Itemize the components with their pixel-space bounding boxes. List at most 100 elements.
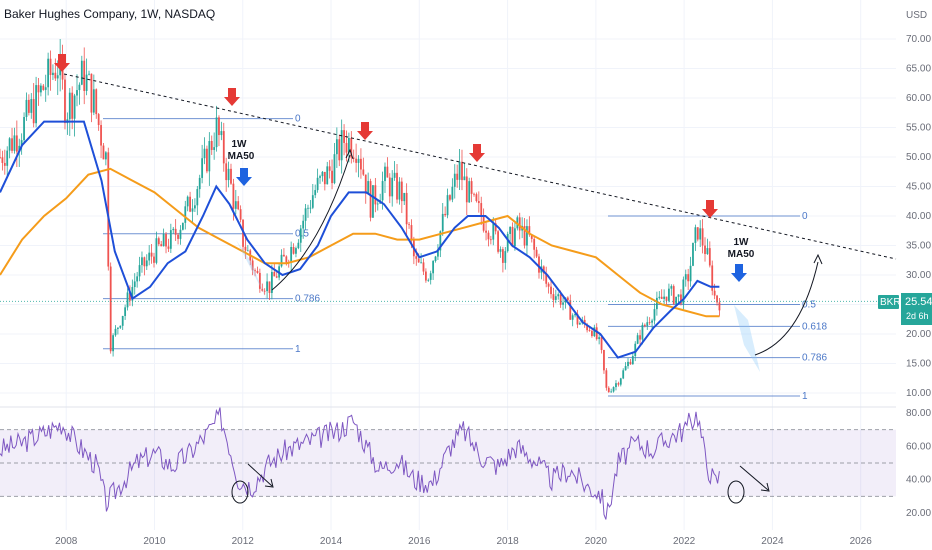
price-candle [254,270,256,272]
price-candle [25,99,28,118]
price-candle [222,131,225,164]
price-candle [270,271,273,293]
price-candle [203,148,206,159]
price-candle [362,169,365,175]
fib-level-label: 0 [802,211,808,222]
price-candle [369,181,372,218]
price-candle [437,250,439,257]
price-candle [225,163,228,181]
price-candle [713,290,716,296]
price-candle [506,233,509,252]
price-candle [184,206,187,223]
price-candle [393,172,396,178]
price-candle [13,135,16,151]
price-candle [302,220,305,229]
price-badge[interactable]: 25.54 2d 6h [901,293,932,325]
price-candle [157,238,160,245]
price-candle [694,227,697,243]
price-candle [576,313,579,325]
grid-layer [0,0,896,530]
price-candle [468,181,471,203]
time-axis[interactable]: 2008 2010 2012 2014 2016 2018 2020 2022 2024 2026 [55,536,872,547]
price-candle [95,89,98,115]
price-candle [663,296,666,299]
price-candle [434,256,437,262]
price-candle [636,335,639,344]
price-candle [102,145,105,160]
price-candle [403,192,406,202]
rsi-tick-label: 60.00 [906,441,931,452]
price-candle [138,265,141,277]
rsi-tick-label: 20.00 [906,508,931,519]
price-tick-label: 45.00 [906,182,931,193]
rsi-circle-marker [727,480,745,504]
price-candle [511,226,514,246]
price-candle [331,170,333,184]
price-candle [449,195,451,200]
blue-down-arrow-icon [236,168,252,186]
price-candle [234,201,237,209]
projection-wedge [734,305,760,372]
red-down-arrow-icon [357,122,373,140]
price-candle [145,260,148,267]
price-candle [593,327,596,337]
price-candle [85,74,88,91]
price-candle [692,242,694,266]
price-candle [20,140,23,146]
symbol-badge[interactable]: BKR [878,295,901,309]
price-candle [97,114,100,126]
price-candle [345,142,348,153]
price-candle [629,361,632,365]
price-candle [167,246,170,249]
price-candle [83,60,86,91]
price-candle [172,228,175,231]
rsi-tick-label: 80.00 [906,408,931,419]
price-candle [456,173,459,180]
price-tick-label: 35.00 [906,241,931,252]
symbol-badge-label: BKR [880,297,901,308]
price-candle [133,281,136,288]
price-candle [699,228,702,240]
price-candle [641,324,644,340]
price-candle [651,320,653,323]
price-candle [218,117,220,136]
price-candle [107,152,110,267]
price-candle [201,158,204,178]
price-tick-label: 60.00 [906,93,931,104]
price-candle [8,138,11,151]
price-candle [670,286,673,289]
rsi-axis[interactable]: 80.00 60.00 40.00 20.00 [906,408,931,519]
price-candle [273,271,276,277]
price-tick-label: 20.00 [906,329,931,340]
price-candle [545,273,548,284]
price-candle [501,249,504,263]
fib-level-label: 1 [295,344,301,355]
price-candle [343,130,345,143]
drawing-layer [0,54,897,504]
time-tick-label: 2026 [850,536,873,547]
price-candle [311,195,314,208]
price-candle [557,294,560,297]
price-candle [672,286,675,304]
price-candle [340,130,343,161]
price-candle [246,250,249,252]
price-candle [177,234,179,239]
price-candle [169,230,172,249]
price-candle [364,174,367,194]
price-candle [429,273,432,280]
price-candle [54,72,57,79]
price-badge-value: 25.54 [905,296,932,308]
price-candle [415,256,418,259]
price-candle [427,279,430,281]
price-candle [550,286,552,295]
curved-arrow [271,154,351,291]
price-candle [509,226,512,234]
price-candle [333,154,336,184]
price-candle [129,292,131,301]
price-candle [653,309,656,321]
price-candle [718,302,721,311]
curved-arrow-head-icon [813,253,823,265]
price-candle [655,297,658,310]
price-candle [559,294,562,305]
time-tick-label: 2012 [232,536,255,547]
